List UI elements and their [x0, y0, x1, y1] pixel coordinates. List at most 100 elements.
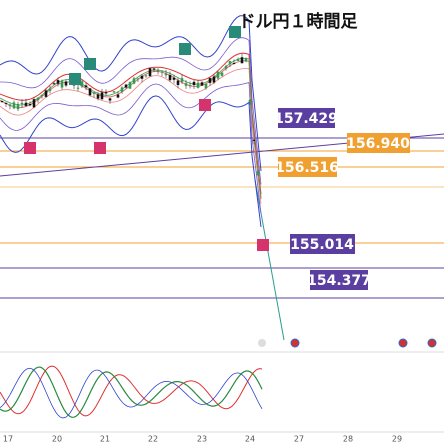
x-tick-label: 22	[148, 435, 158, 444]
price-tags: 157.429 156.940 156.516 155.014 154.377	[274, 108, 410, 290]
candle	[240, 57, 244, 64]
candle	[4, 102, 8, 104]
candle	[208, 78, 212, 83]
band	[0, 68, 262, 204]
candle	[156, 70, 160, 72]
candle	[172, 77, 176, 80]
candle	[196, 82, 200, 88]
candle	[44, 90, 48, 97]
x-tick-label: 23	[197, 435, 207, 444]
candle	[92, 92, 96, 94]
band	[0, 52, 262, 195]
candle	[20, 102, 24, 105]
price-label: 156.940	[346, 136, 410, 152]
markers	[24, 26, 269, 251]
candle	[136, 78, 140, 80]
price-label: 155.014	[290, 237, 354, 253]
x-tick-label: 29	[392, 435, 402, 444]
candle	[188, 85, 192, 87]
candle	[24, 102, 28, 106]
buy-marker	[84, 58, 96, 70]
band	[0, 37, 262, 185]
candle	[56, 80, 60, 84]
title: ドル円１時間足	[239, 11, 358, 32]
candle	[32, 99, 36, 108]
sell-marker	[94, 142, 106, 154]
candle	[256, 171, 260, 176]
candle	[144, 75, 148, 77]
oscillator-line	[0, 366, 263, 418]
candle	[212, 76, 216, 83]
event-flags	[258, 338, 437, 348]
candle	[236, 59, 240, 61]
candle	[36, 97, 40, 101]
x-tick-label: 21	[100, 435, 110, 444]
price-label: 157.429	[274, 111, 338, 127]
candle	[96, 94, 100, 99]
candle	[184, 83, 188, 86]
candle	[232, 63, 236, 65]
candle	[104, 92, 108, 94]
candle	[84, 85, 88, 88]
price-label: 154.377	[307, 273, 371, 289]
candle	[12, 102, 16, 109]
candle	[160, 71, 164, 73]
flag	[290, 338, 300, 348]
candle	[0, 101, 4, 103]
candle	[200, 82, 204, 86]
candle	[64, 81, 68, 86]
tag-box	[347, 133, 410, 153]
candle	[148, 68, 152, 77]
candle	[112, 91, 116, 93]
candle	[216, 71, 220, 79]
candle	[76, 87, 80, 89]
candle	[164, 73, 168, 76]
candle	[124, 84, 128, 88]
candle	[16, 104, 20, 110]
candle	[116, 94, 120, 98]
flag	[258, 339, 266, 347]
flag	[427, 338, 437, 348]
candle	[28, 104, 32, 106]
buy-marker	[69, 73, 81, 85]
candle	[88, 88, 92, 96]
tag-box	[290, 234, 355, 254]
buy-marker	[229, 26, 241, 38]
x-axis-labels: 17 20 21 22 23 24 27 28 29	[3, 435, 402, 444]
oscillator	[0, 365, 263, 419]
candle	[8, 104, 12, 107]
oscillator-line	[0, 367, 263, 419]
candle	[140, 75, 144, 79]
candle	[52, 83, 56, 85]
sell-marker	[24, 142, 36, 154]
x-tick-label: 24	[245, 435, 255, 444]
candle	[108, 98, 112, 101]
candle	[180, 78, 184, 82]
tag-box	[278, 108, 335, 128]
tag-box	[310, 270, 368, 290]
candle	[244, 58, 248, 62]
candle	[168, 75, 172, 81]
candle	[128, 82, 132, 89]
candle	[80, 81, 84, 87]
candle	[248, 99, 252, 103]
candle	[252, 139, 256, 141]
band	[0, 15, 262, 172]
candle	[176, 80, 180, 86]
buy-marker	[179, 43, 191, 55]
candle	[220, 72, 224, 76]
candle	[192, 81, 196, 86]
x-tick-label: 27	[294, 435, 304, 444]
sell-marker	[257, 239, 269, 251]
candle	[152, 68, 156, 70]
band	[0, 81, 262, 214]
price-area	[0, 15, 262, 228]
sell-marker	[199, 99, 211, 111]
candle	[120, 87, 124, 92]
flag	[398, 338, 408, 348]
candle	[224, 66, 228, 69]
price-label: 156.516	[275, 160, 339, 176]
x-tick-label: 20	[52, 435, 62, 444]
tag-box	[278, 157, 337, 177]
